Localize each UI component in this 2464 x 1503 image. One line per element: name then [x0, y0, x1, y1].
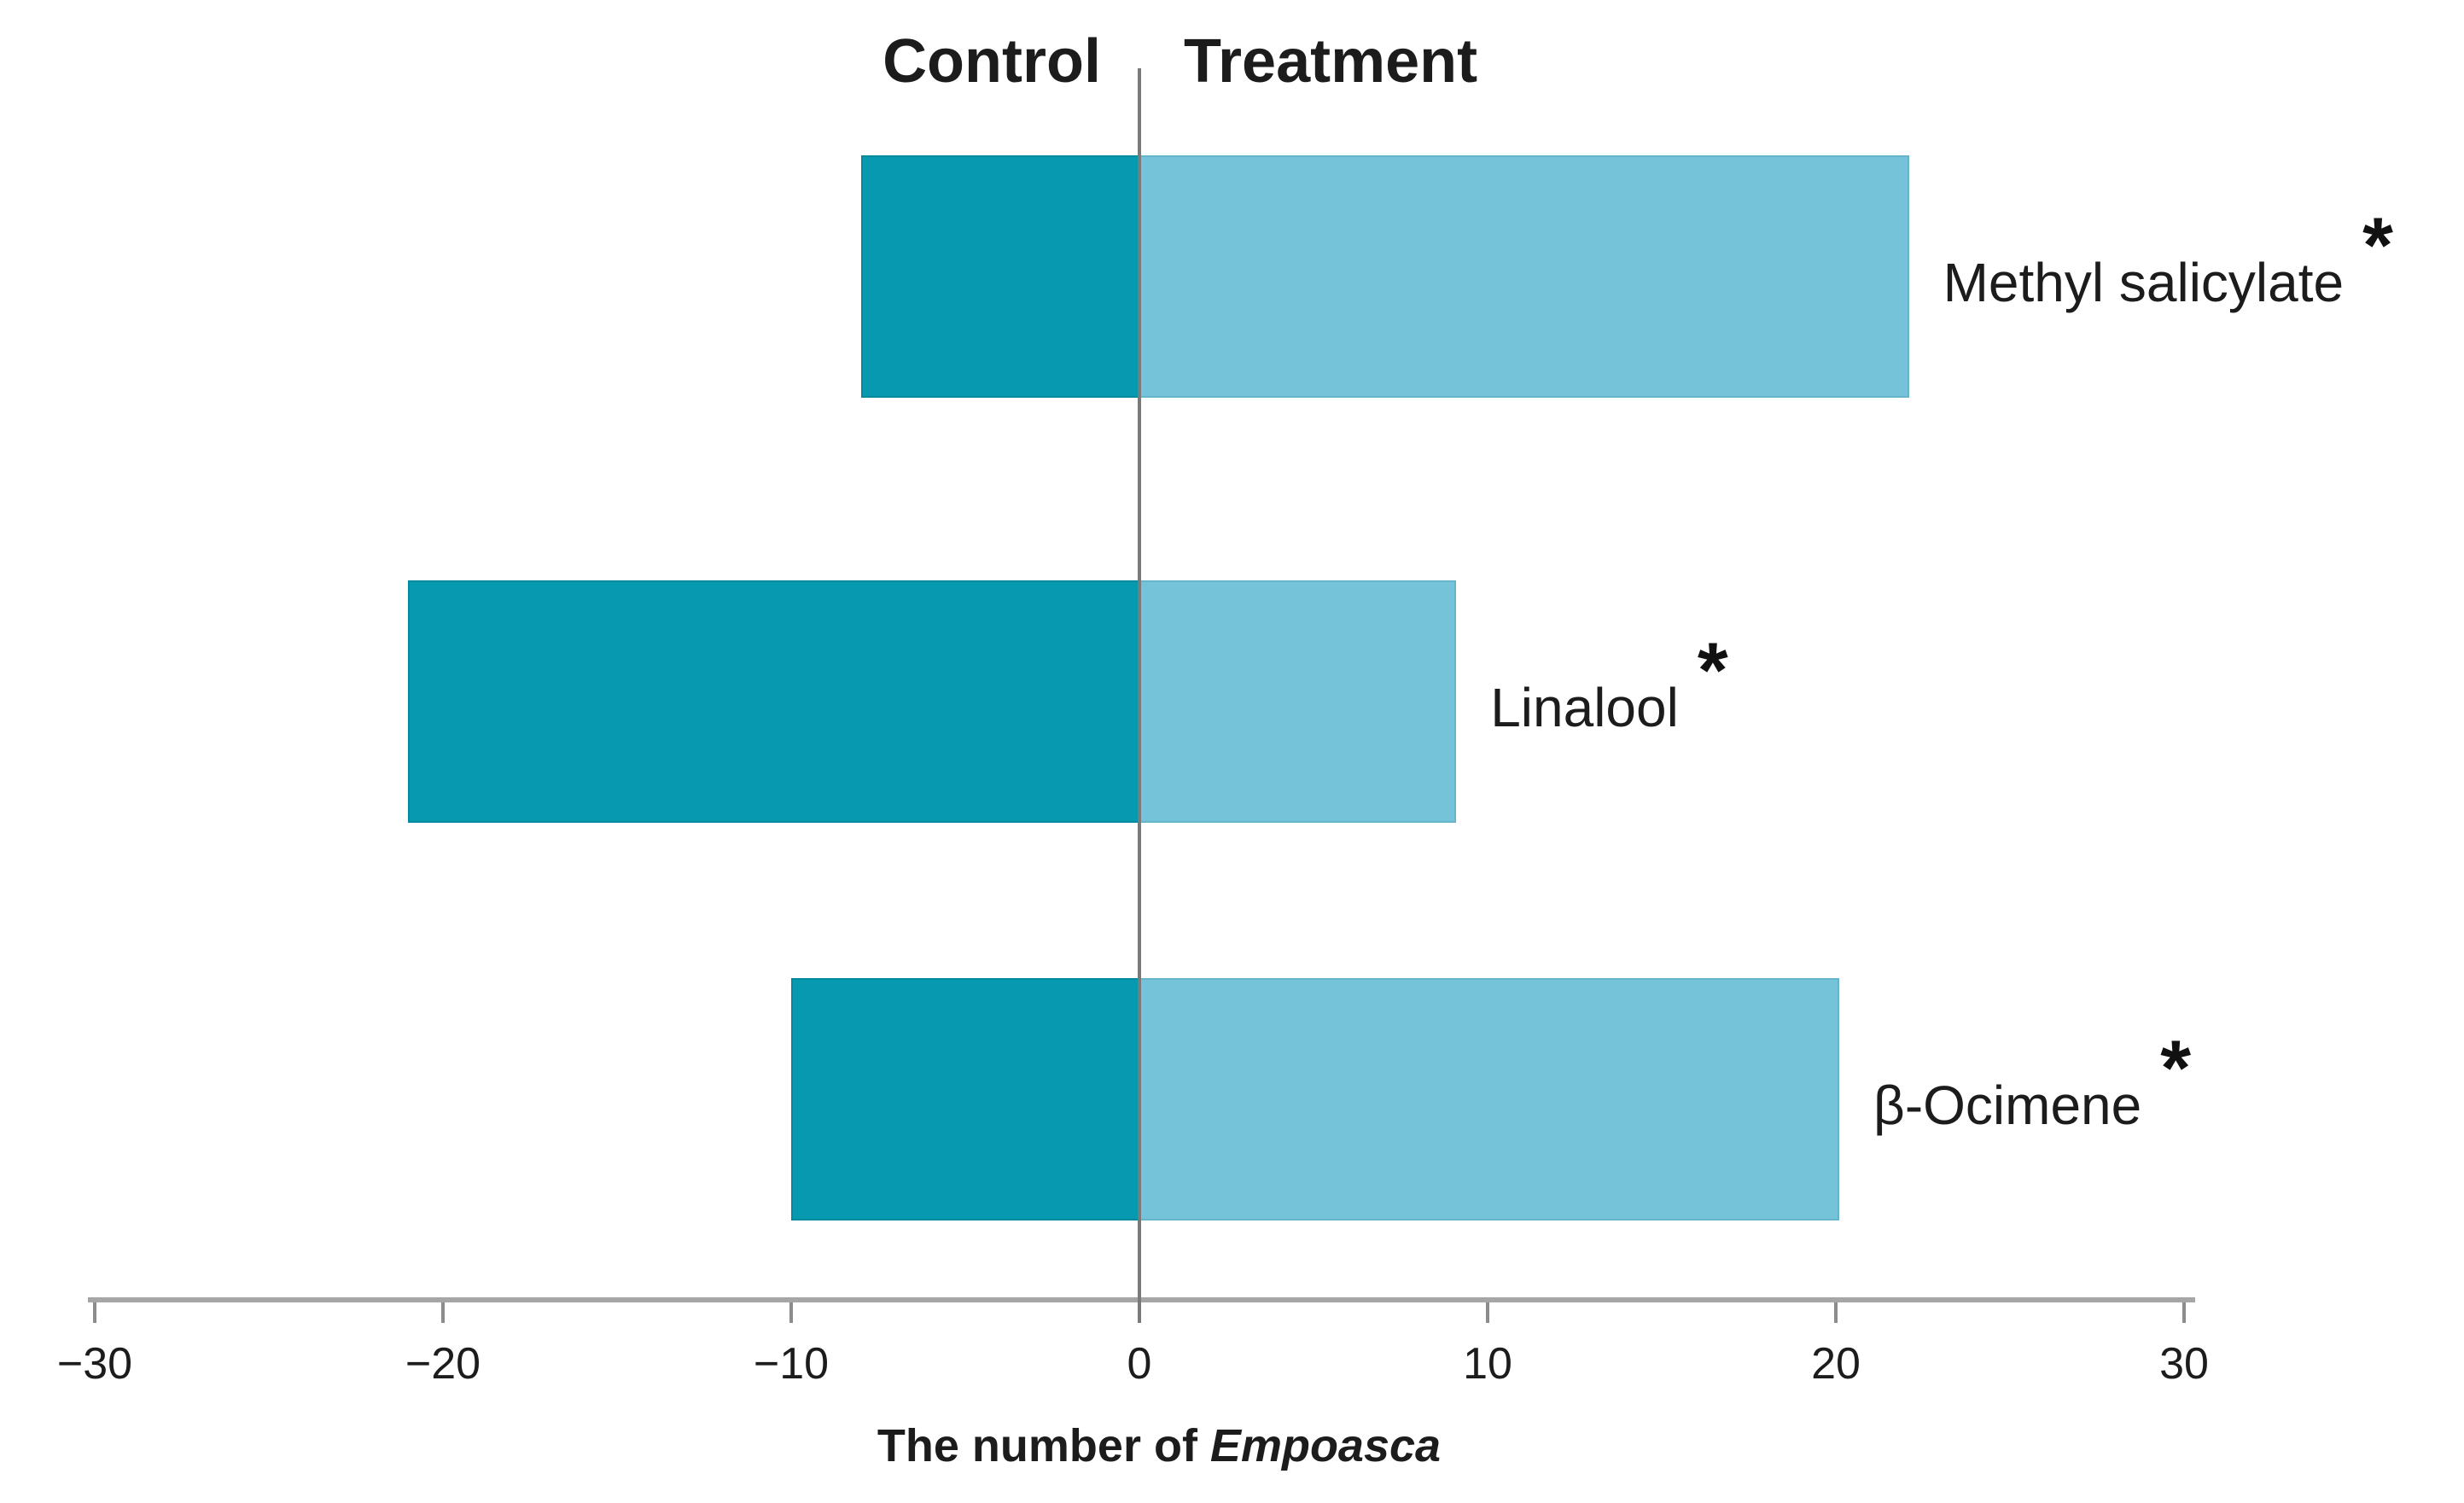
zero-axis-line [1138, 68, 1141, 1323]
control-bar-2 [408, 580, 1143, 823]
x-axis-tick [93, 1297, 96, 1323]
x-axis-title-italic-text: Empoasca [1209, 1420, 1442, 1471]
x-axis-tick-label: −30 [56, 1339, 133, 1389]
x-axis-tick-label: 0 [1127, 1339, 1152, 1389]
x-axis-tick-label: −20 [405, 1339, 481, 1389]
category-label-3: β-Ocimene * [1873, 1029, 2191, 1137]
x-axis-tick-label: 10 [1463, 1339, 1512, 1389]
treatment-bar-2 [1139, 580, 1457, 823]
x-axis-tick [441, 1297, 445, 1323]
control-bar-3 [791, 978, 1143, 1220]
treatment-column-header: Treatment [1184, 27, 1478, 96]
x-axis-title: The number of Empoasca [877, 1419, 1441, 1474]
significance-asterisk: * [1697, 627, 1728, 714]
x-axis-title-text: The number of [877, 1420, 1210, 1471]
x-axis-tick [2182, 1297, 2186, 1323]
treatment-bar-3 [1139, 978, 1839, 1220]
x-axis-tick-label: 20 [1811, 1339, 1861, 1389]
significance-asterisk: * [2362, 202, 2393, 289]
category-name: Methyl salicylate [1943, 252, 2345, 313]
x-axis-line [88, 1297, 2195, 1302]
category-label-1: Methyl salicylate * [1943, 207, 2393, 314]
category-label-2: Linalool * [1490, 632, 1727, 739]
x-axis-tick [789, 1297, 793, 1323]
x-axis-tick-label: 30 [2159, 1339, 2209, 1389]
category-name: β-Ocimene [1873, 1075, 2142, 1136]
x-axis-tick-label: −10 [753, 1339, 830, 1389]
x-axis-tick [1834, 1297, 1838, 1323]
significance-asterisk: * [2160, 1025, 2192, 1112]
control-bar-1 [860, 155, 1143, 398]
control-column-header: Control [882, 27, 1101, 96]
x-axis-tick [1486, 1297, 1489, 1323]
category-name: Linalool [1490, 677, 1679, 738]
treatment-bar-1 [1139, 155, 1909, 398]
